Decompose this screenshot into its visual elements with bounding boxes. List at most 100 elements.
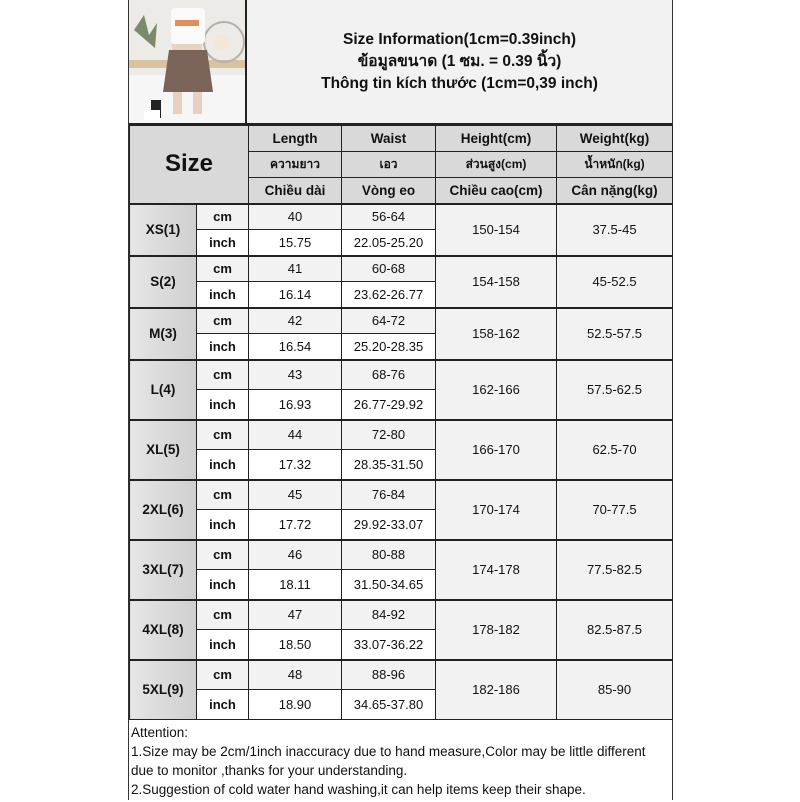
- unit-cm: cm: [196, 202, 249, 230]
- size-label: 3XL(7): [129, 538, 197, 600]
- length-cm: 42: [248, 306, 342, 334]
- size-chart: Size Information(1cm=0.39inch) ข้อมูลขนา…: [128, 0, 673, 800]
- size-label: XL(5): [129, 418, 197, 480]
- length-cm: 47: [248, 598, 342, 630]
- waist-inch: 31.50-34.65: [341, 569, 436, 600]
- waist-inch: 33.07-36.22: [341, 629, 436, 660]
- length-cm: 44: [248, 418, 342, 450]
- title-english: Size Information(1cm=0.39inch): [343, 30, 576, 48]
- size-table: Size Length Waist Height(cm) Weight(kg) …: [129, 125, 673, 720]
- unit-inch: inch: [196, 689, 249, 720]
- waist-cm: 60-68: [341, 254, 436, 282]
- size-row-cm: 4XL(8) cm 47 84-92 178-182 82.5-87.5: [129, 598, 673, 660]
- length-inch: 15.75: [248, 229, 342, 256]
- waist-cm: 88-96: [341, 658, 436, 690]
- waist-inch: 29.92-33.07: [341, 509, 436, 540]
- weight-range: 77.5-82.5: [556, 538, 673, 600]
- unit-inch: inch: [196, 569, 249, 600]
- waist-inch: 25.20-28.35: [341, 333, 436, 360]
- height-range: 178-182: [435, 598, 557, 660]
- height-range: 154-158: [435, 254, 557, 308]
- title-vietnamese: Thông tin kích thước (1cm=0,39 inch): [321, 74, 598, 92]
- unit-inch: inch: [196, 389, 249, 420]
- size-label: XS(1): [129, 202, 197, 256]
- length-inch: 18.50: [248, 629, 342, 660]
- size-row-cm: M(3) cm 42 64-72 158-162 52.5-57.5: [129, 306, 673, 360]
- weight-header-vietnamese: Cân nặng(kg): [556, 177, 673, 204]
- height-header-thai: ส่วนสูง(cm): [435, 151, 557, 178]
- size-row-cm: L(4) cm 43 68-76 162-166 57.5-62.5: [129, 358, 673, 420]
- size-information-title: Size Information(1cm=0.39inch) ข้อมูลขนา…: [247, 0, 672, 123]
- waist-header-vietnamese: Vòng eo: [341, 177, 436, 204]
- weight-header: Weight(kg): [556, 125, 673, 152]
- length-inch: 18.90: [248, 689, 342, 720]
- size-row-cm: XL(5) cm 44 72-80 166-170 62.5-70: [129, 418, 673, 480]
- size-row-cm: 2XL(6) cm 45 76-84 170-174 70-77.5: [129, 478, 673, 540]
- length-inch: 16.14: [248, 281, 342, 308]
- notes-heading: Attention:: [131, 725, 189, 740]
- length-inch: 17.32: [248, 449, 342, 480]
- size-label: S(2): [129, 254, 197, 308]
- waist-cm: 84-92: [341, 598, 436, 630]
- length-cm: 45: [248, 478, 342, 510]
- waist-cm: 76-84: [341, 478, 436, 510]
- waist-cm: 68-76: [341, 358, 436, 390]
- weight-range: 70-77.5: [556, 478, 673, 540]
- weight-range: 45-52.5: [556, 254, 673, 308]
- unit-cm: cm: [196, 658, 249, 690]
- unit-cm: cm: [196, 538, 249, 570]
- size-label: 2XL(6): [129, 478, 197, 540]
- waist-cm: 56-64: [341, 202, 436, 230]
- weight-range: 82.5-87.5: [556, 598, 673, 660]
- unit-cm: cm: [196, 306, 249, 334]
- height-range: 166-170: [435, 418, 557, 480]
- length-header-vietnamese: Chiều dài: [248, 177, 342, 204]
- size-row-cm: 3XL(7) cm 46 80-88 174-178 77.5-82.5: [129, 538, 673, 600]
- unit-inch: inch: [196, 629, 249, 660]
- size-row-inch: inch 18.90 34.65-37.80: [130, 689, 673, 720]
- size-label: L(4): [129, 358, 197, 420]
- length-cm: 43: [248, 358, 342, 390]
- unit-cm: cm: [196, 478, 249, 510]
- length-cm: 40: [248, 202, 342, 230]
- size-row-inch: inch 16.54 25.20-28.35: [130, 333, 673, 360]
- length-cm: 41: [248, 254, 342, 282]
- height-range: 158-162: [435, 306, 557, 360]
- unit-inch: inch: [196, 229, 249, 256]
- waist-header: Waist: [341, 125, 436, 152]
- size-label: 4XL(8): [129, 598, 197, 660]
- attention-notes: Attention: 1.Size may be 2cm/1inch inacc…: [129, 719, 672, 802]
- waist-cm: 72-80: [341, 418, 436, 450]
- height-range: 174-178: [435, 538, 557, 600]
- weight-header-thai: น้ำหนัก(kg): [556, 151, 673, 178]
- waist-inch: 28.35-31.50: [341, 449, 436, 480]
- size-label: 5XL(9): [129, 658, 197, 720]
- weight-range: 62.5-70: [556, 418, 673, 480]
- length-cm: 46: [248, 538, 342, 570]
- height-range: 170-174: [435, 478, 557, 540]
- length-cm: 48: [248, 658, 342, 690]
- length-inch: 18.11: [248, 569, 342, 600]
- waist-inch: 26.77-29.92: [341, 389, 436, 420]
- unit-cm: cm: [196, 418, 249, 450]
- unit-inch: inch: [196, 333, 249, 360]
- product-photo: [129, 0, 247, 123]
- unit-inch: inch: [196, 449, 249, 480]
- waist-header-thai: เอว: [341, 151, 436, 178]
- height-range: 182-186: [435, 658, 557, 720]
- model-in-shorts-image: [129, 0, 245, 123]
- size-row-cm: S(2) cm 41 60-68 154-158 45-52.5: [129, 254, 673, 308]
- title-thai: ข้อมูลขนาด (1 ซม. = 0.39 นิ้ว): [357, 52, 562, 70]
- length-header: Length: [248, 125, 342, 152]
- length-inch: 17.72: [248, 509, 342, 540]
- waist-cm: 80-88: [341, 538, 436, 570]
- note-line: 2.Suggestion of cold water hand washing,…: [131, 782, 586, 797]
- size-row-inch: inch 16.93 26.77-29.92: [130, 389, 673, 420]
- chart-header: Size Information(1cm=0.39inch) ข้อมูลขนา…: [129, 0, 672, 125]
- length-inch: 16.54: [248, 333, 342, 360]
- size-row-inch: inch 17.72 29.92-33.07: [130, 509, 673, 540]
- size-row-cm: XS(1) cm 40 56-64 150-154 37.5-45: [129, 202, 673, 256]
- note-line: due to monitor ,thanks for your understa…: [131, 763, 408, 778]
- waist-inch: 23.62-26.77: [341, 281, 436, 308]
- length-inch: 16.93: [248, 389, 342, 420]
